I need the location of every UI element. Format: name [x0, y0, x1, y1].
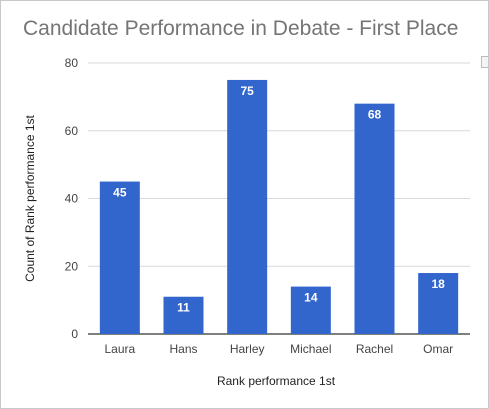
panel-edge-handle-icon[interactable] — [481, 56, 488, 68]
x-tick-label: Michael — [290, 342, 331, 356]
x-axis-ticks: Laura Hans Harley Michael Rachel Omar — [104, 342, 453, 356]
x-tick-label: Hans — [169, 342, 197, 356]
bar-michael[interactable] — [290, 286, 331, 334]
x-tick-label: Rachel — [356, 342, 393, 356]
gridlines — [88, 62, 470, 335]
bars — [99, 79, 459, 335]
y-axis-title: Count of Rank performance 1st — [23, 114, 37, 281]
bar-rachel[interactable] — [354, 103, 395, 335]
data-label-harley: 75 — [240, 84, 254, 98]
x-axis-title: Rank performance 1st — [217, 374, 336, 388]
data-label-omar: 18 — [431, 277, 445, 291]
bar-laura[interactable] — [99, 181, 140, 334]
x-tick-label: Harley — [230, 342, 265, 356]
data-label-rachel: 68 — [368, 108, 382, 122]
y-tick-label: 80 — [65, 56, 79, 70]
chart-title: Candidate Performance in Debate - First … — [23, 17, 459, 40]
y-axis-ticks: 0 20 40 60 80 — [65, 56, 79, 341]
x-tick-label: Omar — [423, 342, 453, 356]
data-label-michael: 14 — [304, 291, 318, 305]
y-tick-label: 0 — [71, 327, 78, 341]
data-labels: 45 11 75 14 68 18 — [113, 84, 445, 315]
y-tick-label: 20 — [65, 259, 79, 273]
data-label-hans: 11 — [177, 301, 190, 315]
y-tick-label: 40 — [65, 192, 79, 206]
bar-hans[interactable] — [163, 296, 204, 334]
bar-omar[interactable] — [418, 273, 459, 334]
x-tick-label: Laura — [104, 342, 135, 356]
bar-harley[interactable] — [227, 79, 268, 334]
data-label-laura: 45 — [113, 186, 127, 200]
y-tick-label: 60 — [65, 124, 79, 138]
